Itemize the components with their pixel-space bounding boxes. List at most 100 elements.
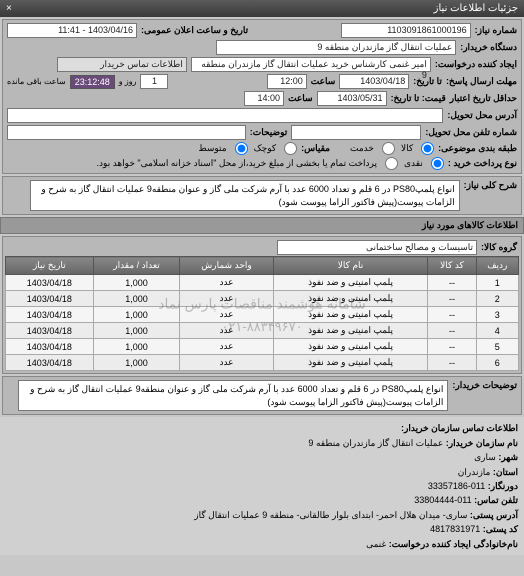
buyer-org-field: عملیات انتقال گاز مازندران منطقه 9	[216, 40, 456, 55]
cell-date: 1403/04/18	[6, 355, 94, 371]
cell-unit: عدد	[180, 307, 273, 323]
contact-state-label: استان:	[493, 467, 518, 477]
col-date: تاریخ نیاز	[6, 257, 94, 275]
days-label: روز و	[119, 77, 137, 86]
close-icon[interactable]: ×	[6, 3, 12, 14]
col-qty: تعداد / مقدار	[93, 257, 180, 275]
cell-qty: 1,000	[93, 355, 180, 371]
contact-org: عملیات انتقال گاز مازندران منطقه 9	[308, 438, 443, 448]
opt-service: خدمت	[350, 143, 374, 154]
buyer-org-label: دستگاه خریدار:	[460, 42, 517, 53]
table-row: 5--پلمپ امنیتی و ضد نفوذعدد1,0001403/04/…	[6, 339, 519, 355]
cell-idx: 4	[476, 323, 518, 339]
valid-date-field: 1403/05/31	[317, 91, 387, 106]
items-section-title: اطلاعات کالاهای مورد نیاز	[0, 217, 524, 234]
contact-block: اطلاعات تماس سازمان خریدار: نام سازمان خ…	[0, 417, 524, 555]
cell-idx: 6	[476, 355, 518, 371]
cell-code: --	[428, 355, 476, 371]
valid-until-sub: قیمت: تا تاریخ:	[391, 93, 446, 104]
notes-label: توضیحات:	[250, 127, 288, 138]
cell-qty: 1,000	[93, 291, 180, 307]
cell-date: 1403/04/18	[6, 291, 94, 307]
opt-med: متوسط	[198, 143, 226, 154]
cell-unit: عدد	[180, 291, 273, 307]
cell-qty: 1,000	[93, 307, 180, 323]
pub-time-field: 1403/04/16 - 11:41	[7, 23, 137, 38]
cell-name: پلمپ امنیتی و ضد نفوذ	[273, 323, 428, 339]
cell-name: پلمپ امنیتی و ضد نفوذ	[273, 339, 428, 355]
cell-idx: 2	[476, 291, 518, 307]
time-label-2: ساعت	[288, 93, 313, 104]
resp-deadline-sub: تا تاریخ:	[413, 76, 442, 87]
table-row: 4--پلمپ امنیتی و ضد نفوذعدد1,0001403/04/…	[6, 323, 519, 339]
opt-credit: پرداخت تمام یا بخشی از مبلغ خرید،از محل …	[97, 158, 377, 169]
radio-cash[interactable]	[431, 157, 444, 170]
cell-unit: عدد	[180, 323, 273, 339]
cell-name: پلمپ امنیتی و ضد نفوذ	[273, 275, 428, 291]
cell-date: 1403/04/18	[6, 307, 94, 323]
radio-service[interactable]	[382, 142, 395, 155]
desc-panel: شرح کلی نیاز: انواع پلمپPS80 در 6 قلم و …	[2, 176, 522, 215]
opt-small: کوچک	[254, 143, 277, 154]
req-no-label: شماره نیاز:	[475, 25, 517, 36]
cell-date: 1403/04/18	[6, 339, 94, 355]
panel-title: جزئیات اطلاعات نیاز	[434, 3, 518, 14]
cell-unit: عدد	[180, 339, 273, 355]
countdown-field: 23:12:48	[70, 75, 115, 89]
panel-header: جزئیات اطلاعات نیاز ×	[0, 0, 524, 17]
items-group-field: تاسیسات و مصالح ساختمانی	[277, 240, 477, 255]
opt-goods: کالا	[401, 143, 413, 154]
contact-phone: 011-33804444	[414, 495, 471, 505]
buyer-notes-panel: توضیحات خریدار: انواع پلمپPS80 در 6 قلم …	[2, 376, 522, 415]
payment-label: نوع پرداخت خرید :	[448, 158, 517, 169]
scale-radios: کوچک متوسط	[198, 142, 297, 155]
delivery-phone-field	[291, 125, 421, 140]
cell-unit: عدد	[180, 355, 273, 371]
delivery-phone-label: شماره تلفن محل تحویل:	[425, 127, 517, 138]
contact-state: مازندران	[458, 467, 491, 477]
requester-field: امیر غنمی کارشناس خرید عملیات انتقال گاز…	[191, 57, 431, 72]
contact-post-label: کد پستی:	[483, 524, 518, 534]
req-no-field: 1103091861000196	[341, 23, 471, 38]
contact-org-label: نام سازمان خریدار:	[446, 438, 518, 448]
scale-label: مقیاس:	[301, 143, 330, 154]
contact-fax-label: دورنگار:	[488, 481, 518, 491]
contact-title: اطلاعات تماس سازمان خریدار:	[401, 423, 518, 433]
contact-creator: غنمی	[366, 539, 386, 549]
radio-med[interactable]	[235, 142, 248, 155]
contact-fax: 011-33357186	[428, 481, 485, 491]
valid-time-field: 14:00	[244, 91, 284, 106]
radio-credit[interactable]	[385, 157, 398, 170]
cell-name: پلمپ امنیتی و ضد نفوذ	[273, 307, 428, 323]
cell-date: 1403/04/18	[6, 275, 94, 291]
radio-small[interactable]	[284, 142, 297, 155]
cell-code: --	[428, 307, 476, 323]
cell-code: --	[428, 275, 476, 291]
valid-until-label: حداقل تاریخ اعتبار	[450, 93, 517, 104]
contact-addr: ساری- میدان هلال احمر- ابتدای بلوار طالق…	[194, 510, 467, 520]
cell-qty: 1,000	[93, 275, 180, 291]
desc-text: انواع پلمپPS80 در 6 قلم و تعداد 6000 عدد…	[30, 180, 460, 211]
cell-date: 1403/04/18	[6, 323, 94, 339]
cell-code: --	[428, 323, 476, 339]
buyer-notes-text: انواع پلمپPS80 در 6 قلم و تعداد 6000 عدد…	[18, 380, 448, 411]
table-row: 2--پلمپ امنیتی و ضد نفوذعدد1,0001403/04/…	[6, 291, 519, 307]
delivery-addr-label: آدرس محل تحویل:	[447, 110, 517, 121]
buyer-contact-button[interactable]: اطلاعات تماس خریدار	[57, 57, 187, 72]
items-table: ردیف کد کالا نام کالا واحد شمارش تعداد /…	[5, 256, 519, 371]
payment-radios: نقدی پرداخت تمام یا بخشی از مبلغ خرید،از…	[97, 157, 444, 170]
radio-goods[interactable]	[421, 142, 434, 155]
contact-creator-label: نام‌خانوادگی ایجاد کننده درخواست:	[389, 539, 518, 549]
table-row: 6--پلمپ امنیتی و ضد نفوذعدد1,0001403/04/…	[6, 355, 519, 371]
cell-name: پلمپ امنیتی و ضد نفوذ	[273, 291, 428, 307]
resp-date-field: 1403/04/18	[339, 74, 409, 89]
group-radios: کالا خدمت	[350, 142, 434, 155]
cell-code: --	[428, 339, 476, 355]
requester-label: ایجاد کننده درخواست:	[435, 59, 517, 70]
items-panel: گروه کالا: تاسیسات و مصالح ساختمانی ردیف…	[2, 236, 522, 374]
contact-post: 4817831971	[430, 524, 480, 534]
group-label: طبقه بندی موضوعی:	[438, 143, 517, 154]
contact-phone-label: تلفن تماس:	[474, 495, 518, 505]
col-idx: ردیف	[476, 257, 518, 275]
buyer-notes-label: توضیحات خریدار:	[452, 380, 517, 391]
